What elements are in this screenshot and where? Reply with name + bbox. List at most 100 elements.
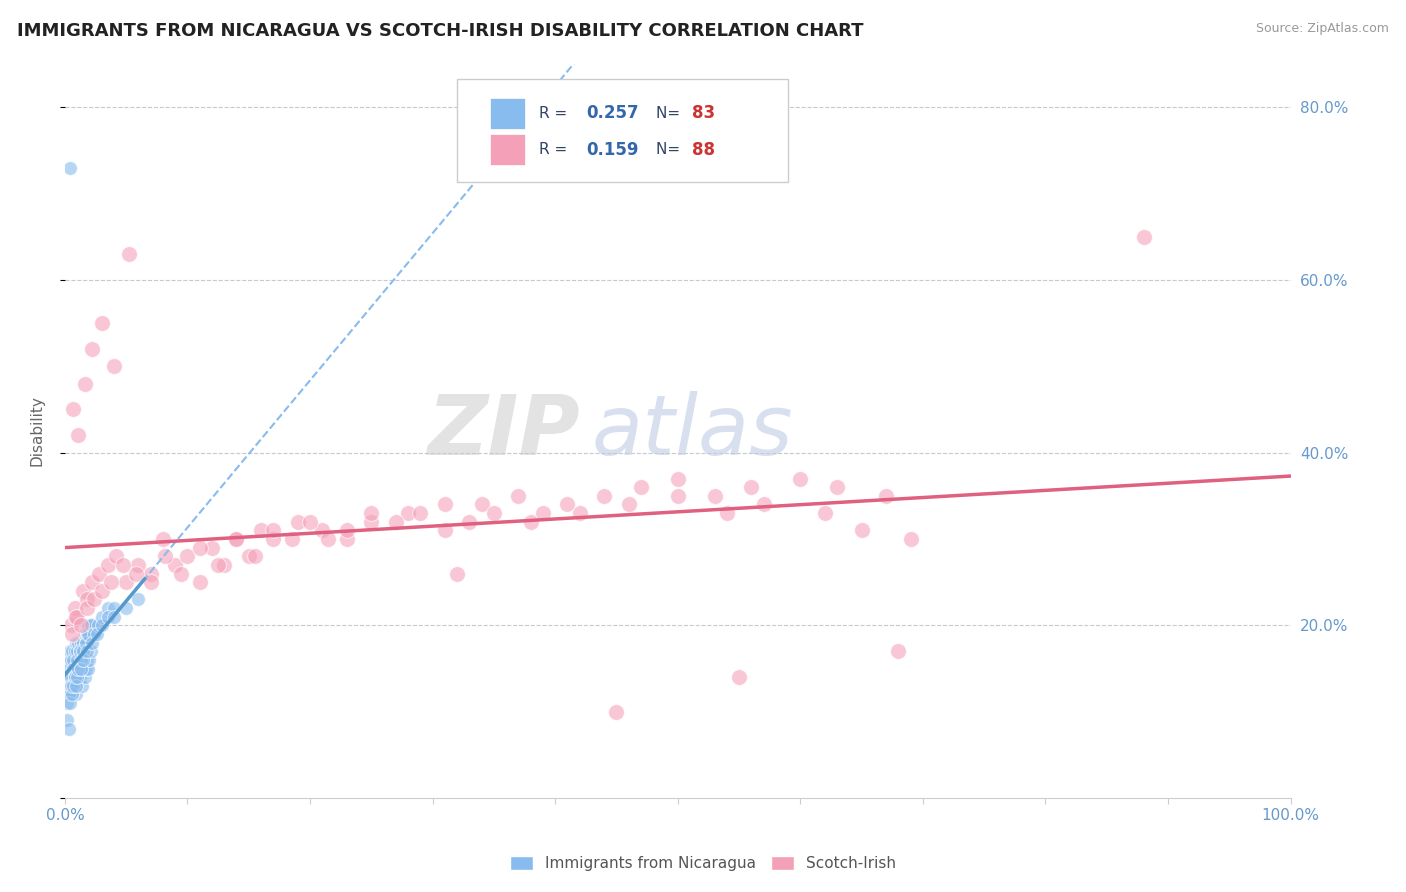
Point [165, 558, 187, 572]
Point [111, 558, 134, 572]
Point [69, 661, 91, 675]
Point [446, 566, 468, 581]
Point [531, 506, 554, 520]
Point [60, 679, 83, 693]
FancyBboxPatch shape [457, 78, 787, 181]
Point [62, 661, 84, 675]
Point [311, 524, 333, 538]
Point [127, 558, 149, 572]
Point [336, 532, 359, 546]
Point [155, 549, 177, 564]
Point [70, 644, 93, 658]
Point [482, 506, 505, 520]
Text: IMMIGRANTS FROM NICARAGUA VS SCOTCH-IRISH DISABILITY CORRELATION CHART: IMMIGRANTS FROM NICARAGUA VS SCOTCH-IRIS… [17, 22, 863, 40]
Point [76, 653, 98, 667]
Point [58, 679, 80, 693]
Point [60, 688, 83, 702]
Point [63, 644, 86, 658]
Point [630, 480, 652, 494]
Text: 88: 88 [692, 141, 716, 159]
Point [318, 532, 340, 546]
Point [56, 679, 79, 693]
Point [60, 679, 83, 693]
Point [188, 541, 211, 555]
Point [60, 627, 83, 641]
Point [65, 635, 87, 649]
Point [666, 471, 689, 485]
Point [176, 549, 198, 564]
Point [69, 653, 91, 667]
Point [212, 558, 235, 572]
Point [740, 480, 762, 494]
Point [72, 661, 94, 675]
Point [617, 498, 640, 512]
Point [59, 679, 82, 693]
Point [73, 627, 96, 641]
Point [60, 653, 83, 667]
FancyBboxPatch shape [491, 98, 524, 128]
Point [243, 549, 266, 564]
Point [97, 558, 120, 572]
Point [409, 506, 432, 520]
Text: atlas: atlas [592, 391, 793, 472]
Point [60, 688, 83, 702]
Text: ZIP: ZIP [427, 391, 579, 472]
Point [716, 506, 738, 520]
Point [80, 342, 103, 356]
Point [115, 601, 138, 615]
Point [250, 524, 273, 538]
Point [752, 498, 775, 512]
Point [152, 532, 174, 546]
Point [80, 575, 103, 590]
Point [75, 635, 97, 649]
Point [471, 498, 494, 512]
Point [76, 601, 98, 615]
Point [72, 644, 94, 658]
Point [77, 661, 100, 675]
Point [103, 359, 125, 374]
Text: R =: R = [540, 106, 572, 120]
Point [887, 644, 910, 658]
Point [63, 601, 86, 615]
Point [60, 618, 83, 632]
Point [77, 627, 100, 641]
Point [593, 489, 616, 503]
Text: N=: N= [655, 106, 685, 120]
Point [103, 609, 125, 624]
Point [139, 575, 162, 590]
Point [396, 506, 419, 520]
Point [90, 316, 112, 330]
Point [56, 714, 79, 728]
Point [287, 515, 309, 529]
Point [65, 661, 87, 675]
Point [77, 618, 100, 632]
Point [1132, 229, 1154, 244]
Point [728, 670, 751, 684]
Point [170, 566, 193, 581]
Point [125, 566, 148, 581]
Point [789, 471, 811, 485]
Point [458, 515, 481, 529]
Point [79, 627, 101, 641]
Point [825, 480, 848, 494]
Point [90, 618, 112, 632]
Point [225, 532, 247, 546]
Point [69, 670, 91, 684]
Point [360, 506, 382, 520]
Point [97, 601, 120, 615]
Point [76, 644, 98, 658]
Text: 0.257: 0.257 [586, 104, 638, 122]
Point [851, 524, 873, 538]
Point [65, 688, 87, 702]
Point [60, 644, 83, 658]
Point [385, 515, 408, 529]
Point [66, 670, 89, 684]
Point [225, 532, 247, 546]
Point [76, 627, 98, 641]
Point [79, 653, 101, 667]
Point [65, 679, 87, 693]
Point [62, 670, 84, 684]
Point [262, 532, 284, 546]
Point [900, 532, 922, 546]
Point [280, 532, 302, 546]
